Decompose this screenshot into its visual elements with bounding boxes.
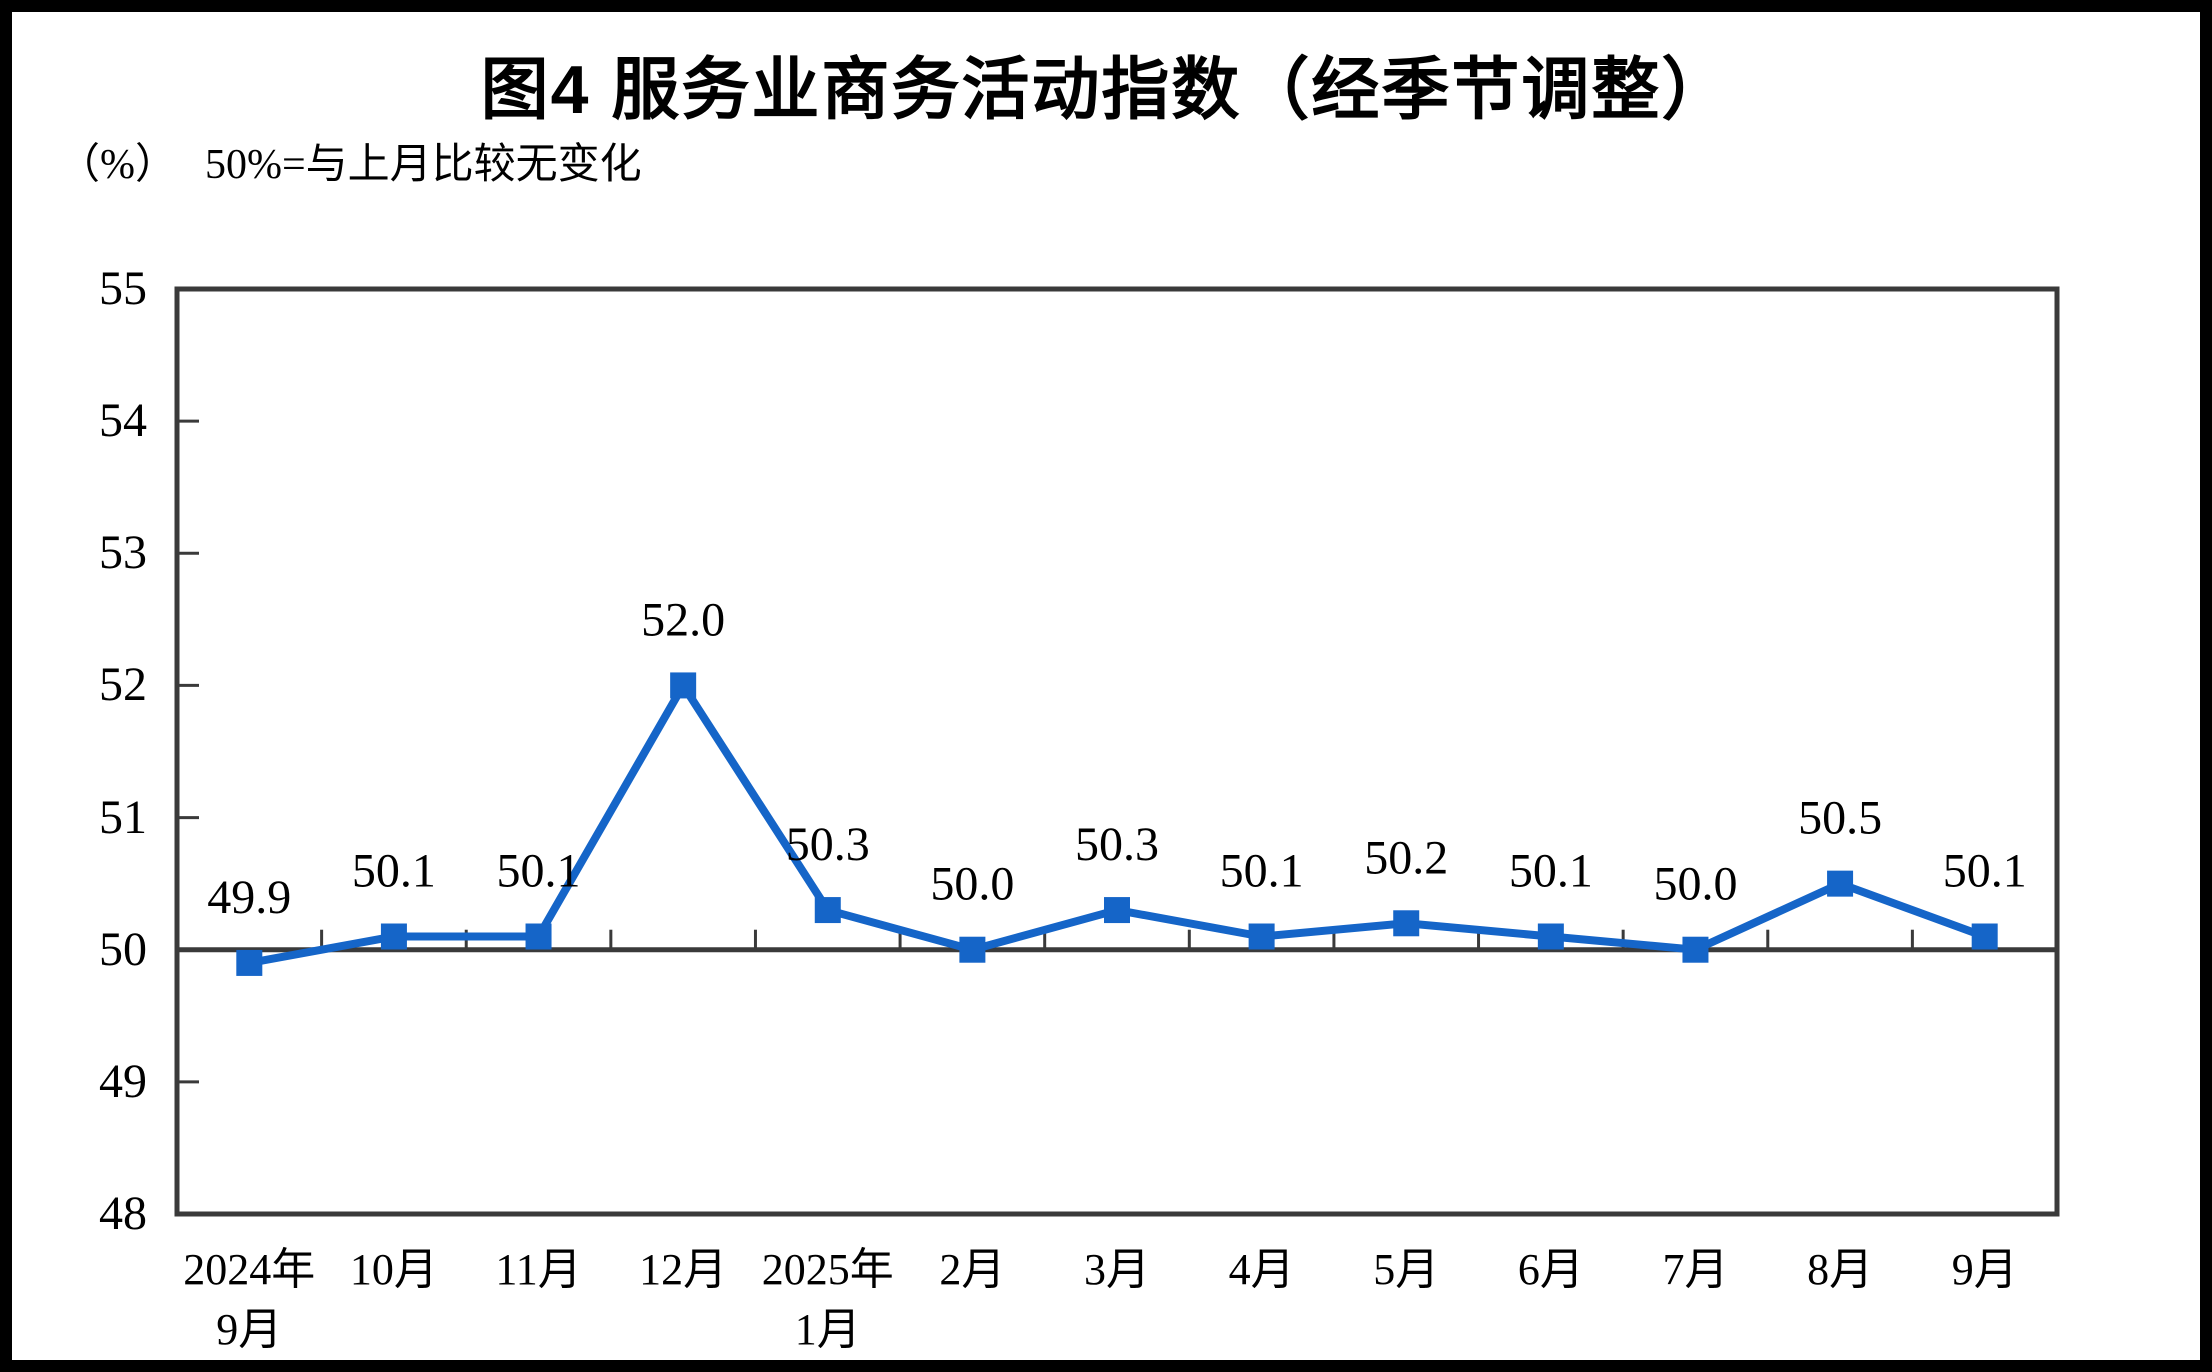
data-point-marker [1104,897,1130,924]
data-point-marker [525,923,552,950]
x-axis-tick-label-line: 5月 [1373,1245,1440,1294]
x-axis-tick-label: 2月 [939,1240,1005,1300]
data-point-label: 50.0 [930,858,1014,911]
reference-note: 50%=与上月比较无变化 [205,142,642,188]
y-axis-tick-label: 53 [99,526,147,580]
x-axis-tick-label: 10月 [350,1240,438,1300]
data-point-label: 52.0 [641,593,725,646]
data-point-marker [814,897,841,924]
data-point-label: 50.0 [1653,858,1737,911]
x-axis-tick-label-line: 1月 [794,1305,861,1354]
x-axis-tick-label-line: 10月 [349,1245,438,1294]
y-axis-tick-label: 54 [99,394,147,448]
data-point-marker [1971,923,1998,950]
data-point-label: 50.3 [786,818,870,871]
data-point-marker [670,672,697,699]
data-point-label: 50.1 [1220,845,1304,898]
x-axis-tick-label: 2025年 1月 [762,1240,894,1360]
data-point-label: 50.1 [497,845,581,898]
y-axis-unit-label: （%） [58,142,177,188]
x-axis-tick-label-line: 2月 [939,1245,1006,1294]
x-axis-tick-label: 8月 [1807,1240,1873,1300]
data-point-label: 49.9 [207,871,291,924]
data-point-label: 50.1 [1509,845,1593,898]
x-axis-tick-label-line: 9月 [216,1305,283,1354]
x-axis-tick-label: 5月 [1373,1240,1439,1300]
y-axis-tick-label: 50 [99,922,147,976]
y-axis-tick-label: 55 [99,262,147,315]
y-axis-tick-label: 48 [99,1187,147,1240]
data-point-marker [236,949,263,976]
data-point-marker [959,936,986,963]
y-axis-tick-label: 52 [99,658,147,712]
y-axis-tick-label: 49 [99,1054,147,1108]
x-axis-tick-label-line: 9月 [1951,1245,2018,1294]
x-axis-tick-label-line: 12月 [639,1245,728,1294]
x-axis-tick-label-line: 8月 [1807,1245,1874,1294]
x-axis-tick-label: 3月 [1084,1240,1150,1300]
data-point-marker [1393,910,1420,937]
x-axis-tick-label-line: 11月 [495,1245,582,1294]
x-axis-tick-label: 11月 [495,1240,581,1300]
x-axis-tick-label: 2024年 9月 [183,1240,315,1360]
data-point-marker [1827,870,1854,897]
plot-frame [174,286,2060,1217]
data-point-marker [380,923,407,950]
data-point-label: 50.1 [352,845,436,898]
x-axis-tick-label: 9月 [1952,1240,2018,1300]
data-point-marker [1248,923,1275,950]
x-axis-tick-label: 4月 [1229,1240,1295,1300]
x-axis-tick-label-line: 3月 [1084,1245,1150,1294]
data-point-label: 50.2 [1364,831,1448,884]
data-point-label: 50.1 [1943,845,2027,898]
axis-unit-row: （%） 50%=与上月比较无变化 [58,130,642,191]
data-point-marker [1537,923,1564,950]
data-point-label: 50.3 [1075,818,1159,871]
chart-title: 图4 服务业商务活动指数（经季节调整） [480,52,1732,128]
x-axis-tick-label-line: 4月 [1228,1245,1295,1294]
x-axis-tick-label-line: 2025年 [761,1245,894,1294]
x-axis-tick-label: 7月 [1662,1240,1728,1300]
plot-area: 49.9 50.1 50.1 52.0 50.3 50.0 50.3 50.1 50.2 50.1… [12,12,2200,1360]
x-axis-tick-label-line: 2024年 [183,1245,316,1294]
data-point-marker [1682,936,1709,963]
x-axis-tick-label-line: 6月 [1517,1245,1584,1294]
x-axis-tick-label: 6月 [1518,1240,1584,1300]
data-point-label: 50.5 [1798,792,1882,845]
x-axis-tick-label: 12月 [639,1240,727,1300]
x-axis-tick-label-line: 7月 [1662,1245,1729,1294]
line-chart-canvas: 49.9 50.1 50.1 52.0 50.3 50.0 50.3 50.1 50.2 50.1… [174,286,2060,1217]
y-axis-tick-label: 51 [99,790,147,844]
